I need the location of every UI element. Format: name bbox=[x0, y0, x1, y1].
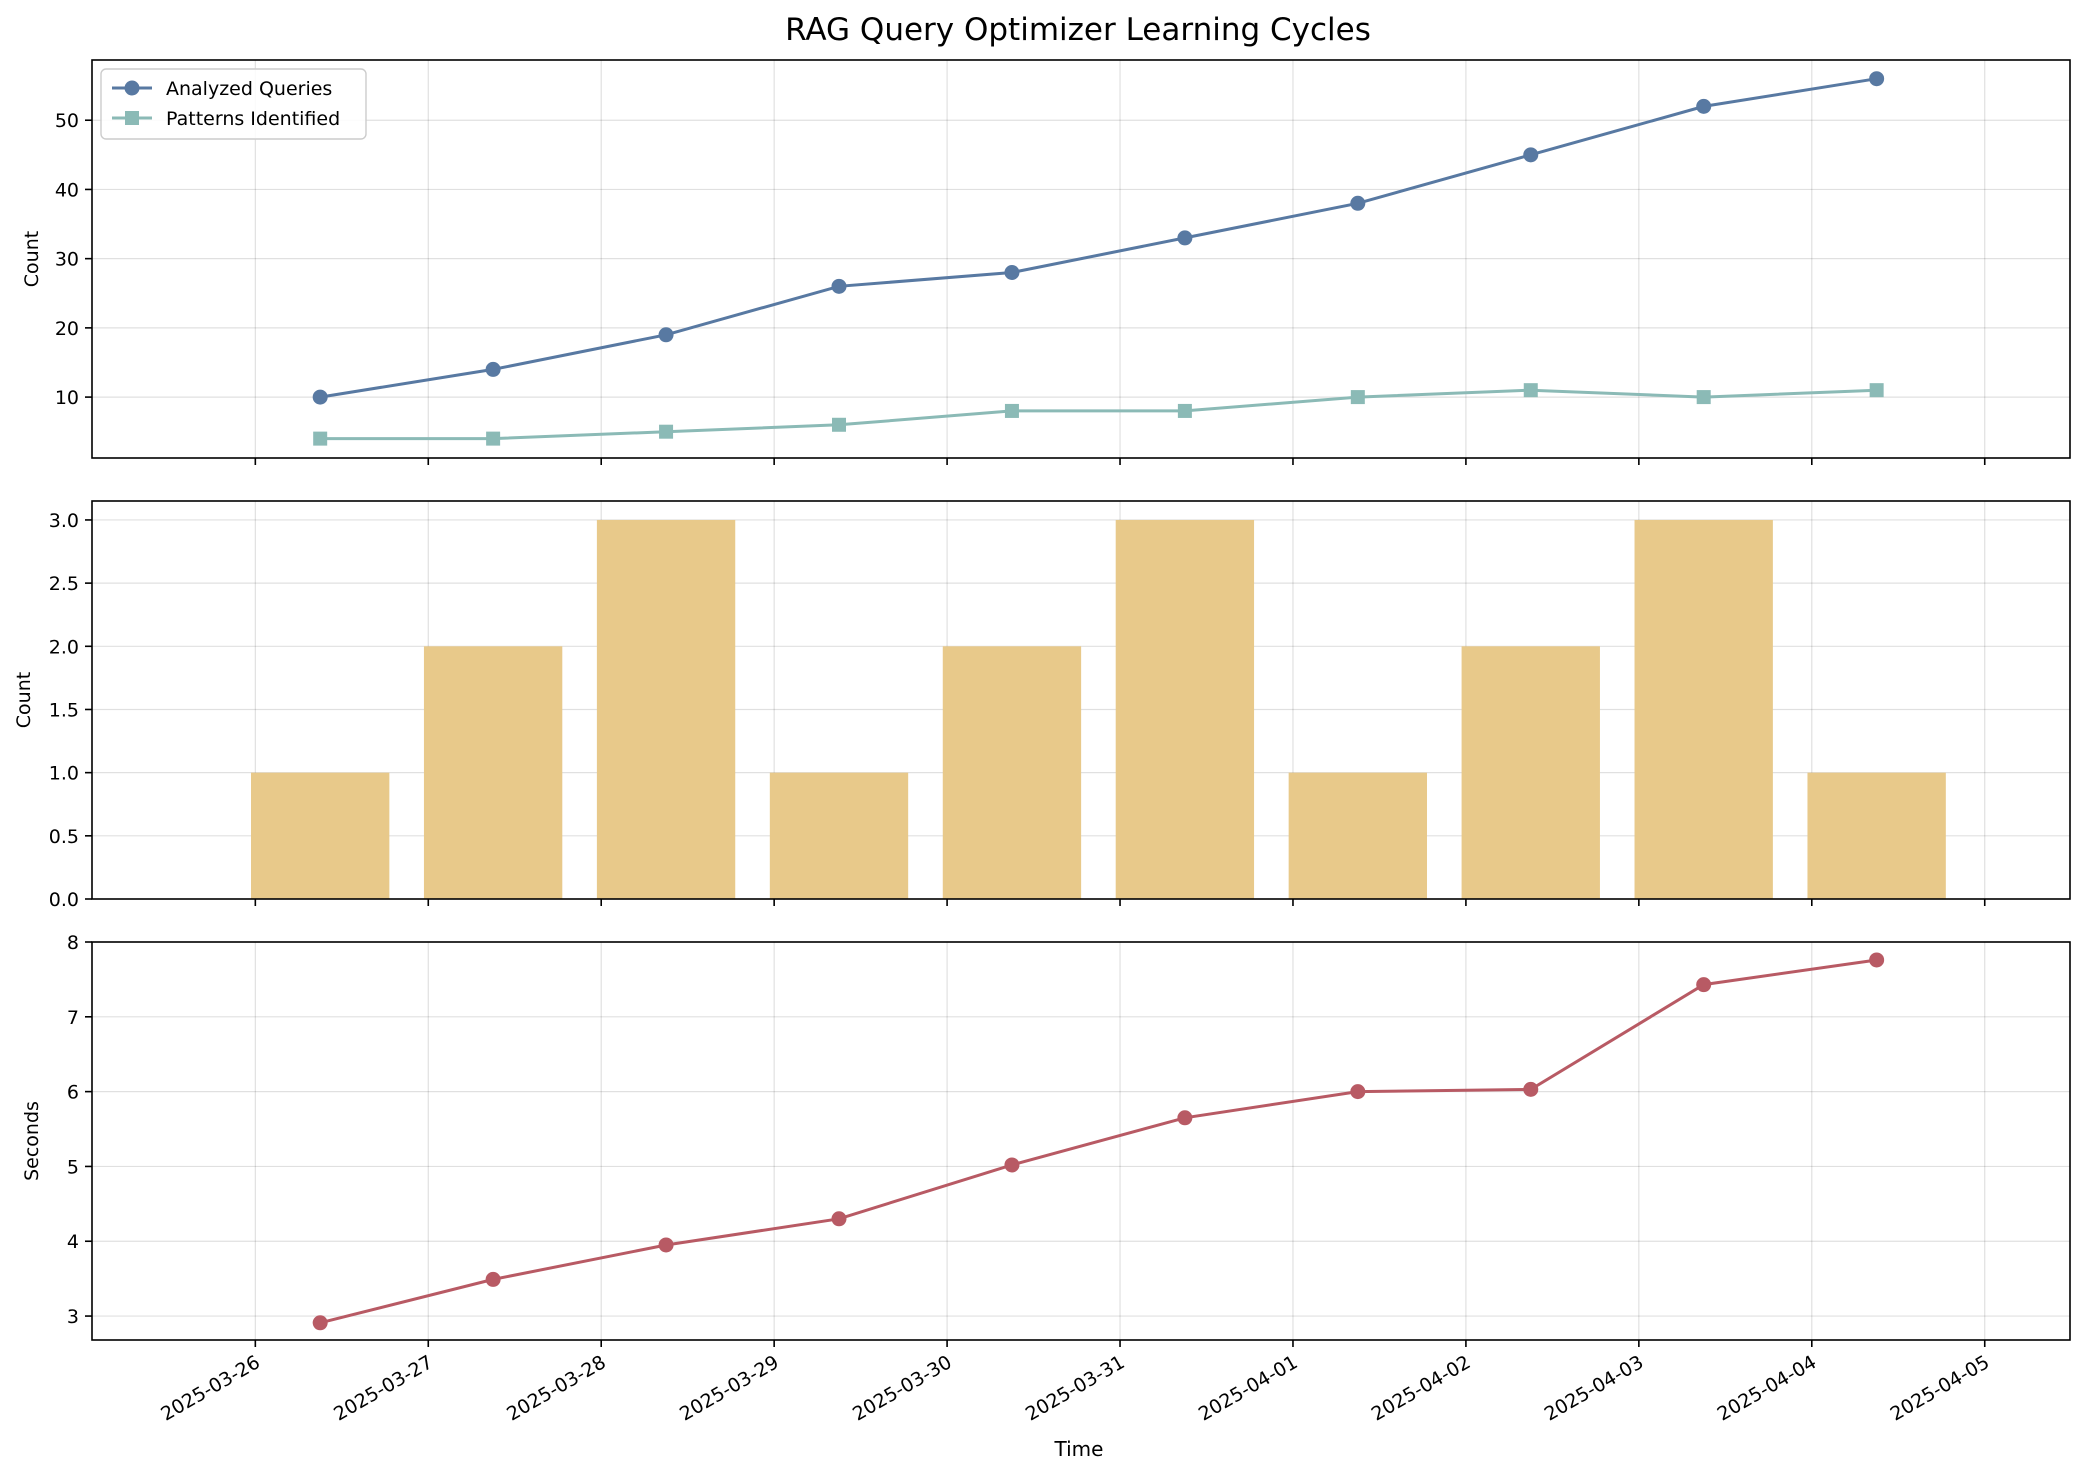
data-point bbox=[485, 361, 501, 377]
legend-marker bbox=[125, 111, 139, 125]
x-tick-label: 2025-03-28 bbox=[503, 1351, 610, 1425]
data-point bbox=[1177, 403, 1192, 418]
bar bbox=[1807, 772, 1946, 899]
y-tick-label: 8 bbox=[67, 932, 79, 954]
panel-query-pattern-counts: 10 20 30 40 50 Count Analyzed Queries Patterns … bbox=[21, 59, 2071, 465]
data-point bbox=[1696, 390, 1711, 405]
legend-label: Analyzed Queries bbox=[166, 78, 332, 100]
data-point bbox=[1523, 147, 1539, 163]
y-tick-label: 10 bbox=[55, 387, 79, 409]
x-tick-label: 2025-03-31 bbox=[1022, 1351, 1129, 1425]
data-point bbox=[658, 327, 674, 343]
x-tick-label: 2025-04-02 bbox=[1368, 1351, 1475, 1425]
data-point bbox=[1869, 71, 1885, 87]
x-tick-label: 2025-04-05 bbox=[1887, 1351, 1994, 1425]
axes-frame bbox=[91, 500, 2071, 900]
y-tick-label: 1.5 bbox=[49, 699, 79, 721]
grid bbox=[92, 941, 2070, 1340]
bar bbox=[942, 646, 1082, 899]
data-point bbox=[1004, 403, 1019, 418]
data-point bbox=[659, 424, 674, 439]
panel-seconds: 3 4 5 6 7 8 Seconds bbox=[21, 932, 2071, 1347]
y-tick-label: 40 bbox=[55, 179, 79, 201]
bar bbox=[769, 772, 909, 899]
data-point bbox=[485, 1271, 501, 1287]
series-line bbox=[319, 77, 1877, 399]
y-tick-label: 0.0 bbox=[49, 889, 79, 911]
bar bbox=[1634, 519, 1773, 899]
legend-marker bbox=[124, 80, 140, 96]
bar bbox=[423, 646, 563, 899]
x-axis-label: Time bbox=[1054, 1437, 1104, 1461]
x-tick-label: 2025-03-27 bbox=[330, 1351, 437, 1425]
data-point bbox=[831, 278, 847, 294]
bar bbox=[1288, 772, 1427, 899]
data-point bbox=[486, 431, 501, 446]
data-point bbox=[1004, 264, 1020, 280]
series bbox=[313, 383, 1884, 446]
data-point bbox=[1350, 1084, 1366, 1100]
y-tick-label: 50 bbox=[55, 110, 79, 132]
y-tick-label: 0.5 bbox=[49, 826, 79, 848]
legend: Analyzed Queries Patterns Identified bbox=[100, 68, 367, 140]
data-point bbox=[1004, 1157, 1020, 1173]
data-point bbox=[312, 389, 328, 405]
data-point bbox=[1523, 1081, 1539, 1097]
data-point bbox=[1869, 952, 1885, 968]
legend-box bbox=[100, 68, 367, 140]
data-point bbox=[1869, 383, 1884, 398]
y-axis-label: Seconds bbox=[21, 1101, 43, 1181]
bar bbox=[251, 772, 390, 899]
axes-frame bbox=[91, 941, 2071, 1341]
y-tick-label: 1.0 bbox=[49, 763, 79, 785]
legend-entry: Analyzed Queries bbox=[112, 78, 332, 100]
data-point bbox=[1696, 977, 1712, 993]
data-point bbox=[658, 1237, 674, 1253]
y-tick-label: 4 bbox=[67, 1231, 79, 1253]
y-axis-label: Count bbox=[13, 672, 35, 728]
y-tick-label: 2.5 bbox=[49, 573, 79, 595]
y-tick-label: 7 bbox=[67, 1007, 79, 1029]
bar bbox=[1461, 646, 1600, 899]
y-tick-label: 5 bbox=[67, 1156, 79, 1178]
legend-entry: Patterns Identified bbox=[112, 108, 340, 130]
y-tick-label: 20 bbox=[55, 318, 79, 340]
x-tick-label: 2025-03-26 bbox=[157, 1351, 264, 1425]
x-tick-label: 2025-03-30 bbox=[849, 1351, 956, 1425]
x-tick-label: 2025-04-04 bbox=[1714, 1351, 1821, 1425]
bar bbox=[596, 519, 736, 899]
data-point bbox=[1696, 98, 1712, 114]
series-line bbox=[320, 388, 1877, 441]
x-tick-label: 2025-04-01 bbox=[1195, 1351, 1302, 1425]
legend-label: Patterns Identified bbox=[166, 108, 340, 130]
y-tick-label: 30 bbox=[55, 249, 79, 271]
x-tick-label: 2025-03-29 bbox=[676, 1351, 783, 1425]
y-tick-label: 6 bbox=[67, 1082, 79, 1104]
series bbox=[312, 71, 1885, 405]
y-tick-label: 3 bbox=[67, 1306, 79, 1328]
bar bbox=[1115, 519, 1255, 899]
data-point bbox=[1350, 390, 1365, 405]
data-point bbox=[1177, 230, 1193, 246]
data-point bbox=[831, 1211, 847, 1227]
data-point bbox=[832, 417, 847, 432]
data-point bbox=[313, 431, 328, 446]
data-point bbox=[1350, 195, 1366, 211]
panel-bar-counts: 0.0 0.5 1.0 1.5 2.0 2.5 3.0 Count bbox=[13, 500, 2071, 911]
series-line bbox=[319, 958, 1877, 1325]
x-tick-label: 2025-04-03 bbox=[1541, 1351, 1648, 1425]
y-axis-label: Count bbox=[21, 231, 43, 287]
data-point bbox=[312, 1315, 328, 1331]
series bbox=[312, 952, 1885, 1331]
y-tick-label: 2.0 bbox=[49, 636, 79, 658]
figure-title: RAG Query Optimizer Learning Cycles bbox=[785, 12, 1371, 48]
data-point bbox=[1177, 1110, 1193, 1126]
shared-x-axis: 2025-03-26 2025-03-27 2025-03-28 2025-03-29… bbox=[157, 1351, 1993, 1425]
y-tick-label: 3.0 bbox=[49, 510, 79, 532]
data-point bbox=[1523, 383, 1538, 398]
